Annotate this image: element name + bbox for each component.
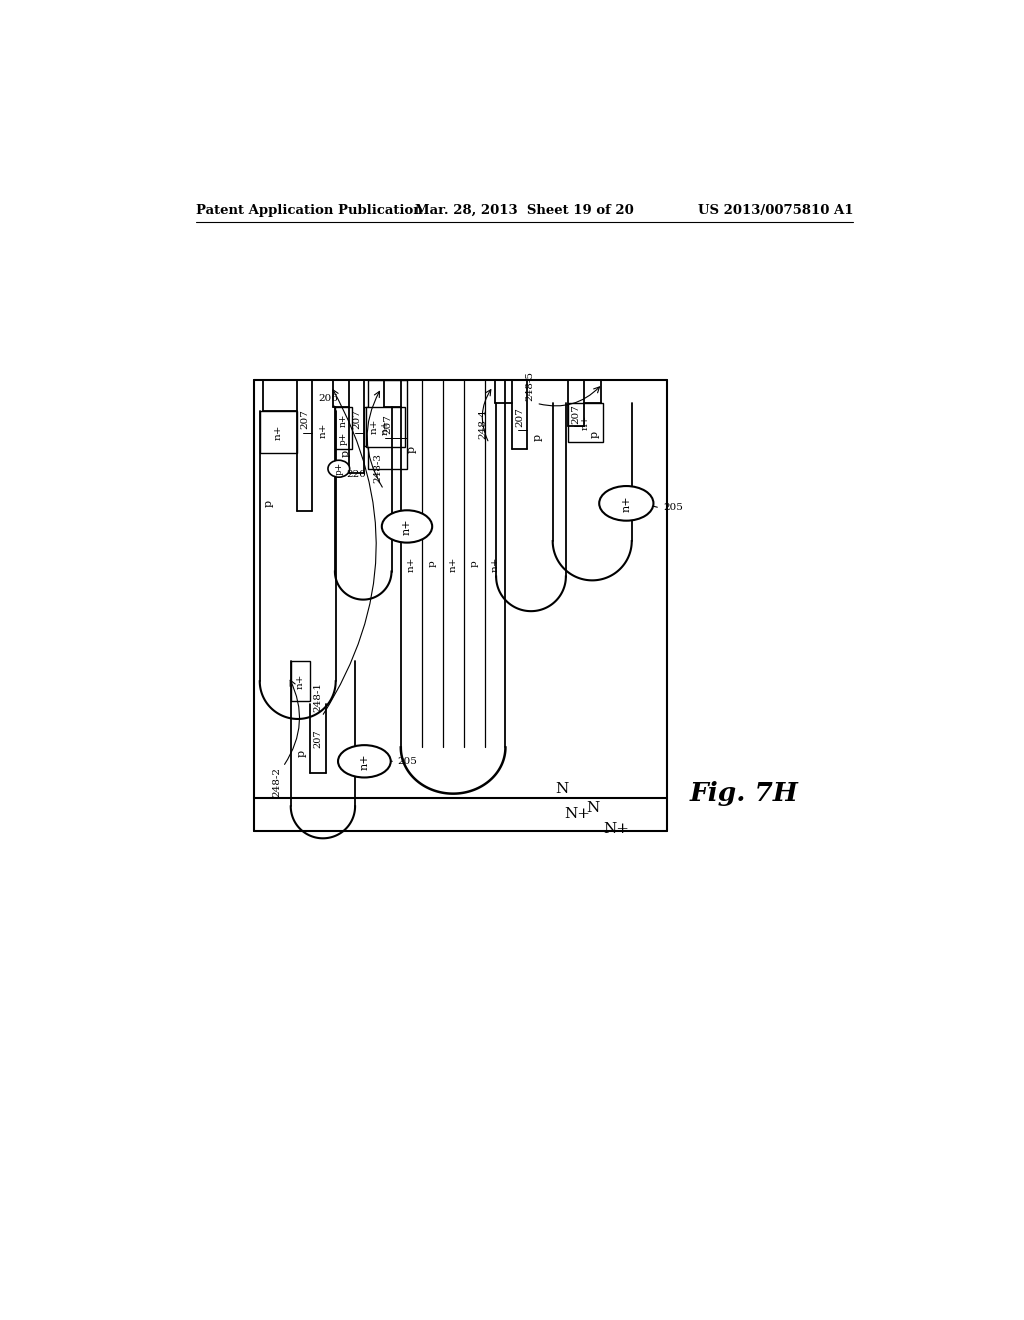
Text: n+: n+	[318, 422, 328, 438]
Text: 207: 207	[571, 404, 581, 424]
Text: p: p	[297, 750, 306, 758]
Text: p: p	[470, 561, 478, 568]
Text: n+: n+	[581, 414, 590, 430]
Text: p: p	[428, 561, 436, 568]
Text: n+: n+	[370, 418, 378, 434]
Text: n+: n+	[622, 495, 632, 512]
Text: n+: n+	[381, 420, 390, 434]
Ellipse shape	[599, 486, 653, 520]
Text: p: p	[264, 500, 274, 507]
Text: 248-1: 248-1	[313, 682, 323, 713]
Text: 207: 207	[352, 409, 361, 429]
Text: 206: 206	[317, 393, 338, 407]
Text: N: N	[587, 801, 600, 814]
Text: p: p	[341, 450, 351, 457]
Text: p+: p+	[334, 462, 343, 475]
Text: 205: 205	[397, 756, 417, 766]
Text: 207: 207	[383, 414, 392, 434]
Text: Fig. 7H: Fig. 7H	[690, 781, 799, 807]
Text: US 2013/0075810 A1: US 2013/0075810 A1	[698, 205, 853, 218]
Text: p: p	[407, 446, 417, 453]
Text: n+: n+	[273, 425, 283, 440]
Text: n+: n+	[296, 673, 305, 689]
Bar	[335, 407, 352, 450]
Text: n+: n+	[339, 413, 348, 426]
Text: 248-5: 248-5	[525, 371, 534, 400]
Text: 207: 207	[313, 729, 323, 747]
Text: Patent Application Publication: Patent Application Publication	[197, 205, 423, 218]
Text: N+: N+	[603, 822, 630, 837]
Bar	[260, 411, 297, 453]
Bar	[568, 404, 603, 442]
Text: n+: n+	[402, 519, 412, 535]
Bar	[369, 380, 407, 469]
Text: n+: n+	[359, 752, 370, 770]
Text: N: N	[555, 781, 568, 796]
Text: p: p	[532, 434, 543, 441]
Text: 248-2: 248-2	[272, 767, 282, 797]
Ellipse shape	[382, 511, 432, 543]
Text: N+: N+	[564, 808, 591, 821]
Text: n+: n+	[490, 556, 500, 572]
Text: 207: 207	[300, 409, 309, 429]
Text: p: p	[590, 430, 599, 438]
Ellipse shape	[328, 461, 349, 478]
Text: p+: p+	[339, 432, 348, 445]
Text: n+: n+	[407, 556, 416, 572]
Text: Mar. 28, 2013  Sheet 19 of 20: Mar. 28, 2013 Sheet 19 of 20	[416, 205, 634, 218]
Ellipse shape	[338, 744, 391, 777]
Bar	[366, 407, 404, 447]
Text: 248-4: 248-4	[478, 409, 487, 440]
Bar	[291, 661, 310, 701]
Text: n+: n+	[449, 556, 458, 572]
Bar	[365, 407, 384, 446]
Text: 205: 205	[664, 503, 683, 512]
Text: 220: 220	[346, 470, 366, 479]
Text: 248-3: 248-3	[373, 453, 382, 483]
Text: 207: 207	[515, 407, 524, 428]
